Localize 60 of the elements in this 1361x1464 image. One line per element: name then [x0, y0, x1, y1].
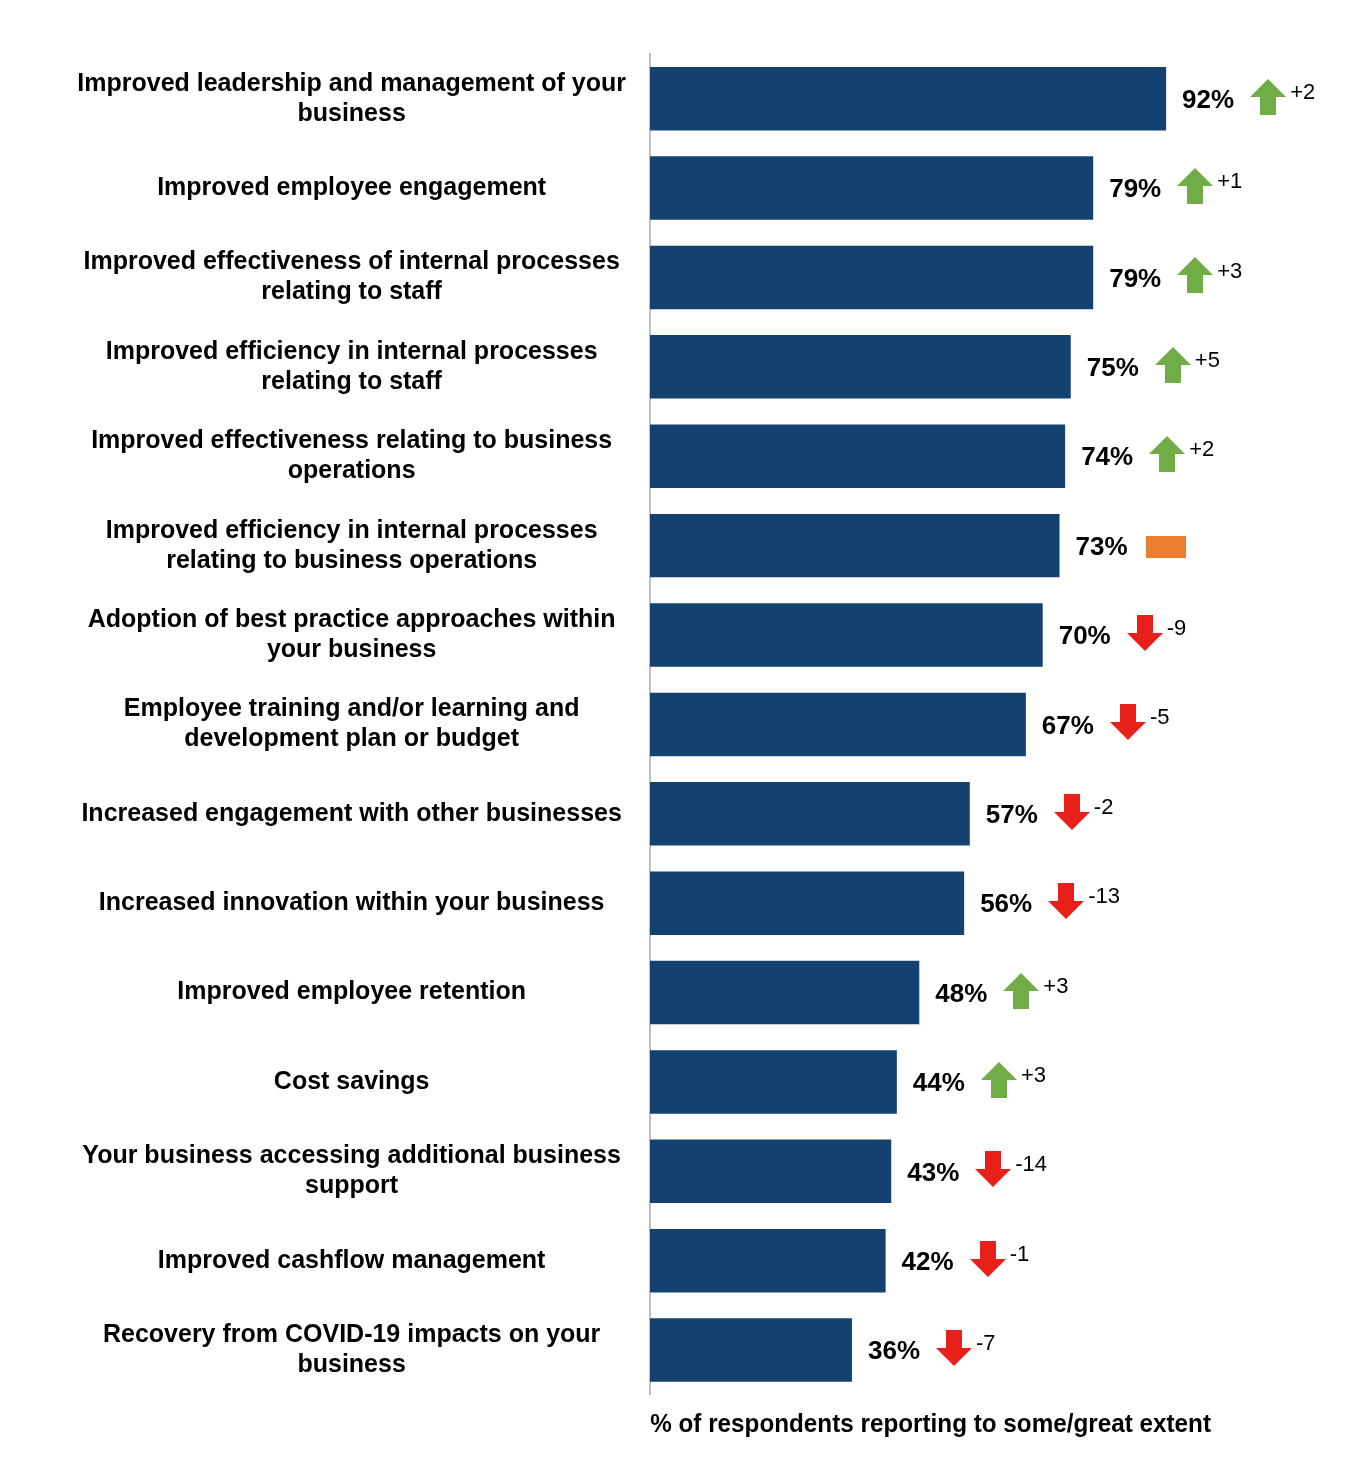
data-label: 74% — [1081, 441, 1134, 472]
text: +3 — [1217, 257, 1243, 283]
data-label: 70% — [1058, 620, 1111, 651]
text: +2 — [1290, 78, 1316, 104]
annotation: +3 — [1043, 972, 1069, 998]
data-label: 67% — [1041, 709, 1094, 740]
y-tick-label: Increased engagement with other businesses — [81, 797, 622, 826]
y-tick-label: Employee training and/or learning and development plan or budget — [123, 693, 580, 752]
bar — [650, 1318, 852, 1382]
annotation: +3 — [1020, 1062, 1046, 1088]
data-label: 73% — [1075, 530, 1128, 561]
annotation: -13 — [1088, 883, 1120, 909]
bar — [650, 692, 1026, 757]
text: +1 — [1217, 168, 1243, 194]
y-tick-label: Improved effectiveness relating to business operations — [91, 425, 613, 484]
data-label: 56% — [980, 888, 1033, 919]
bar — [650, 335, 1071, 399]
bar — [650, 1228, 886, 1293]
data-label: 48% — [935, 977, 988, 1008]
data-label: 75% — [1086, 352, 1139, 383]
annotation: -1 — [1009, 1240, 1030, 1266]
y-tick-label: Improved effectiveness of internal processes relating to staff — [83, 246, 620, 305]
y-tick-label: Improved efficiency in internal processes relating to business operations — [105, 514, 598, 573]
bar — [650, 513, 1060, 578]
bar — [650, 960, 920, 1025]
y-tick-label: Recovery from COVID-19 impacts on your business — [102, 1319, 601, 1377]
data-label: 42% — [901, 1245, 954, 1276]
y-tick-label: Improved employee retention — [177, 976, 526, 1005]
annotation: -14 — [1015, 1151, 1048, 1177]
bar — [650, 603, 1043, 667]
bar — [650, 1050, 897, 1114]
bar — [650, 245, 1094, 310]
y-tick-label: Adoption of best practice approaches within your business — [87, 603, 616, 662]
annotation: -5 — [1149, 704, 1170, 730]
text: -9 — [1166, 615, 1187, 641]
data-label: 79% — [1109, 173, 1162, 204]
y-tick-label: Improved leadership and management of your business — [77, 67, 627, 126]
data-label: 79% — [1109, 262, 1162, 293]
bar — [650, 156, 1094, 220]
y-tick-label: Increased innovation within your business — [98, 887, 605, 916]
data-label: 57% — [985, 798, 1038, 829]
data-label: 92% — [1182, 83, 1235, 114]
bar — [650, 871, 965, 935]
annotation: -2 — [1093, 793, 1114, 819]
y-tick-label: Improved employee engagement — [157, 171, 547, 200]
data-label: 44% — [912, 1067, 965, 1098]
data-label: 36% — [867, 1335, 921, 1366]
y-tick-label: Your business accessing additional business support — [82, 1140, 621, 1199]
text: +2 — [1189, 436, 1215, 462]
text: +5 — [1194, 346, 1220, 372]
x-axis-title: % of respondents reporting to some/great extent — [650, 1407, 1212, 1437]
y-tick-label: Improved efficiency in internal processes relating to staff — [105, 335, 598, 394]
bar — [650, 66, 1167, 131]
bar — [650, 424, 1066, 488]
bar — [650, 782, 970, 846]
y-tick-label: Cost savings — [273, 1065, 430, 1094]
bar — [650, 1139, 892, 1204]
data-label: 43% — [907, 1156, 960, 1187]
y-tick-label: Improved cashflow management — [157, 1244, 547, 1273]
annotation: -7 — [976, 1330, 996, 1356]
